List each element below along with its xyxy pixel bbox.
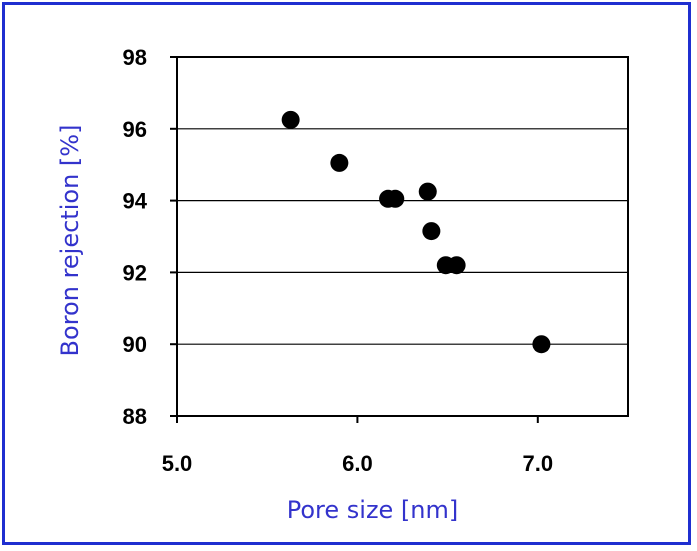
y-tick-label-96: 96 xyxy=(123,117,147,142)
data-point-4 xyxy=(386,189,405,208)
x-tick-label-6: 6.0 xyxy=(342,451,373,476)
x-tick-label-5: 5.0 xyxy=(162,451,193,476)
data-point-6 xyxy=(422,222,441,241)
data-point-9 xyxy=(532,335,551,354)
y-tick-label-98: 98 xyxy=(123,45,147,70)
plot-area-border xyxy=(176,56,629,417)
y-tick-label-90: 90 xyxy=(123,332,147,357)
y-tick-label-92: 92 xyxy=(123,260,147,285)
data-point-5 xyxy=(418,182,437,201)
data-point-2 xyxy=(330,153,349,172)
data-point-8 xyxy=(447,256,466,275)
x-tick-label-7: 7.0 xyxy=(523,451,554,476)
y-axis-title: Boron rejection [%] xyxy=(56,125,84,357)
y-tick-label-88: 88 xyxy=(123,404,147,429)
chart-frame xyxy=(2,2,691,545)
x-axis-title: Pore size [nm] xyxy=(287,496,459,524)
data-point-1 xyxy=(281,110,300,129)
y-tick-label-94: 94 xyxy=(123,189,148,214)
